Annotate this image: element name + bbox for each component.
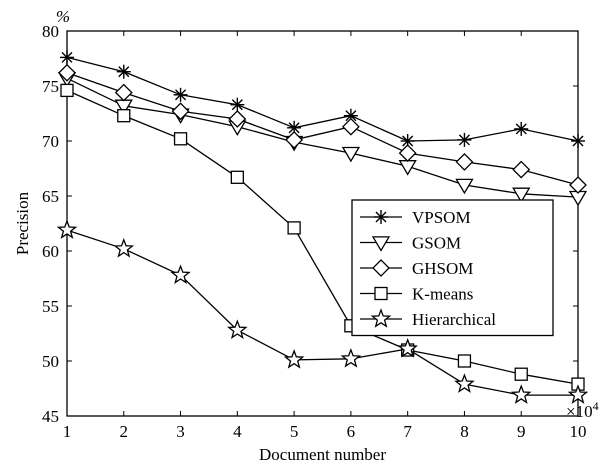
square-marker <box>457 354 472 368</box>
asterisk-marker <box>60 50 74 65</box>
legend-label: VPSOM <box>412 208 471 227</box>
star-marker <box>170 264 191 284</box>
y-tick-label: 70 <box>42 132 59 151</box>
star-marker <box>227 319 248 339</box>
square-marker <box>287 221 301 235</box>
y-tick-label: 45 <box>42 407 59 426</box>
y-tick-label: 65 <box>42 187 59 206</box>
x-axis-label: Document number <box>259 445 386 464</box>
square-marker <box>374 286 388 301</box>
triangle-down-marker <box>371 236 391 252</box>
star-marker <box>340 347 362 368</box>
asterisk-marker <box>514 121 529 136</box>
star-marker <box>567 384 589 404</box>
diamond-marker <box>455 152 474 171</box>
legend-item: K-means <box>360 285 473 304</box>
diamond-marker <box>569 176 587 194</box>
x-tick-label: 2 <box>120 422 129 441</box>
diamond-marker <box>398 144 417 163</box>
diamond-marker <box>228 110 247 128</box>
legend-item: GHSOM <box>360 259 473 278</box>
diamond-marker <box>285 130 304 149</box>
star-marker <box>370 308 392 328</box>
x-tick-label: 7 <box>403 422 412 441</box>
star-marker <box>56 219 78 239</box>
y-axis-label: Precision <box>13 191 32 255</box>
square-marker <box>117 109 131 123</box>
asterisk-marker <box>457 132 472 147</box>
star-marker <box>283 349 305 369</box>
star-marker <box>510 384 532 404</box>
asterisk-marker <box>230 97 245 112</box>
asterisk-marker <box>116 64 131 79</box>
series-line <box>66 89 579 385</box>
series-line <box>66 56 579 142</box>
asterisk-marker <box>173 87 188 102</box>
square-marker <box>514 367 528 381</box>
diamond-marker <box>341 117 360 136</box>
x-tick-label: 8 <box>460 422 469 441</box>
star-marker <box>113 237 135 258</box>
asterisk-marker <box>571 134 585 148</box>
x-tick-label: 4 <box>233 422 242 441</box>
x-tick-label: 3 <box>176 422 185 441</box>
series-gsom <box>57 72 588 207</box>
series-line <box>66 77 579 198</box>
star-marker <box>397 338 418 358</box>
series-k-means <box>60 83 585 391</box>
series-line <box>66 229 578 396</box>
triangle-down-marker <box>512 187 531 204</box>
legend: VPSOM GSOM GHSOM K-means Hierarchical <box>351 199 554 337</box>
series-line <box>66 72 579 186</box>
diamond-marker <box>58 63 76 82</box>
y-tick-label: 60 <box>42 242 59 261</box>
legend-item: GSOM <box>360 234 461 253</box>
star-marker <box>454 373 475 393</box>
y-tick-label: 55 <box>42 297 59 316</box>
diamond-marker <box>372 259 390 277</box>
diamond-marker <box>114 83 133 102</box>
x-multiplier-label: ×104 <box>566 399 599 421</box>
legend-label: Hierarchical <box>412 310 496 329</box>
x-tick-label: 9 <box>517 422 526 441</box>
series-ghsom <box>58 63 587 194</box>
x-tick-label: 6 <box>347 422 356 441</box>
diamond-marker <box>512 160 531 179</box>
legend-label: K-means <box>412 285 473 304</box>
y-tick-label: 75 <box>42 77 59 96</box>
y-unit-label: % <box>56 7 70 26</box>
series-group <box>56 50 589 404</box>
axis-labels: Document number Precision% ×104 <box>13 7 599 464</box>
x-tick-label: 1 <box>63 422 72 441</box>
legend-label: GHSOM <box>412 259 473 278</box>
square-marker <box>60 83 74 98</box>
x-tick-label: 5 <box>290 422 299 441</box>
square-marker <box>173 132 188 146</box>
legend-item: VPSOM <box>360 208 471 227</box>
y-tick-label: 80 <box>42 22 59 41</box>
triangle-down-marker <box>341 146 361 163</box>
series-vpsom <box>60 50 585 148</box>
series-hierarchical <box>56 219 589 404</box>
y-tick-label: 50 <box>42 352 59 371</box>
asterisk-marker <box>287 120 302 135</box>
square-marker <box>230 170 244 184</box>
diamond-marker <box>171 102 190 121</box>
legend-label: GSOM <box>412 234 461 253</box>
asterisk-marker <box>374 210 388 224</box>
legend-item: Hierarchical <box>360 308 496 329</box>
triangle-down-marker <box>455 178 474 195</box>
x-tick-label: 10 <box>570 422 587 441</box>
